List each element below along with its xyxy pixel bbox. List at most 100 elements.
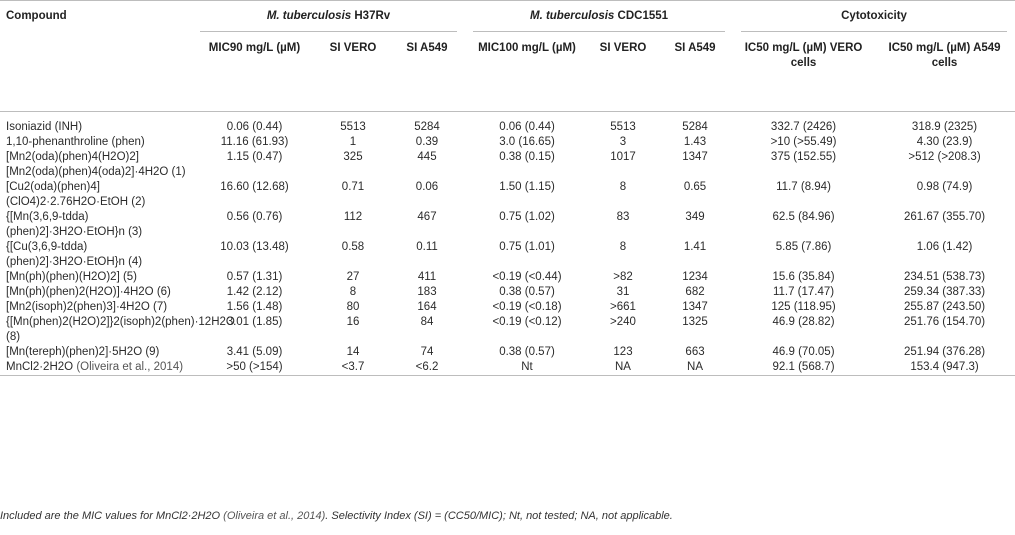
value-cell: 261.67 (355.70) <box>903 211 986 223</box>
value-cell: 10.03 (13.48) <box>220 241 289 253</box>
table-row: {[Mn(phen)2(H2O)2]}2(isoph)2(phen)·12H2O… <box>0 315 1015 345</box>
value-cell: 0.56 (0.76) <box>226 211 283 223</box>
value-cell: 11.7 (17.47) <box>772 286 835 298</box>
compound-cell: Isoniazid (INH) <box>0 112 192 136</box>
value-cell: 27 <box>346 271 360 283</box>
value-cell: Nt <box>465 360 589 376</box>
table-row: [Mn(tereph)(phen)2]·5H2O (9) 3.41 (5.09) 1… <box>0 345 1015 360</box>
value-cell: 8 <box>619 181 627 193</box>
value-cell: 0.38 (0.15) <box>499 151 555 163</box>
value-cell: <0.19 (<0.44) <box>492 271 562 283</box>
value-cell: 125 (118.95) <box>771 301 836 313</box>
value-cell: 5284 <box>682 121 708 133</box>
h37rv-strain: H37Rv <box>351 10 391 22</box>
compound-cell: [Mn(tereph)(phen)2]·5H2O (9) <box>0 345 192 360</box>
value-cell: 92.1 (568.7) <box>733 360 875 376</box>
value-cell: 1234 <box>682 271 708 283</box>
value-cell: 325 <box>343 151 363 163</box>
value-cell: 445 <box>417 151 437 163</box>
value-cell: 1325 <box>682 316 708 328</box>
value-cell: 0.06 (0.44) <box>226 121 283 133</box>
value-cell: <0.19 (<0.12) <box>492 316 562 328</box>
value-cell: 15.6 (35.84) <box>772 271 835 283</box>
value-cell: 467 <box>417 211 437 223</box>
subheader-8: IC50 mg/L (µM) A549 cells <box>874 39 1015 112</box>
compound-cell: {[Mn(3,6,9-tdda)(phen)2]·3H2O·EtOH}n (3) <box>0 210 192 240</box>
value-cell: 0.75 (1.02) <box>499 211 555 223</box>
subheader-4: MIC100 mg/L (µM) <box>465 39 589 112</box>
value-cell: 682 <box>685 286 705 298</box>
value-cell: 83 <box>616 211 630 223</box>
compound-name: [Cu2(oda)(phen)4](ClO4)2·2.76H2O·EtOH (2… <box>6 181 146 208</box>
h37rv-species: M. tuberculosis <box>266 10 352 22</box>
value-cell: >50 (>154) <box>192 360 317 376</box>
compound-header: Compound <box>0 0 192 39</box>
value-cell: 0.11 <box>416 241 438 253</box>
value-cell: 0.38 (0.57) <box>499 346 555 358</box>
compound-name: [Mn(ph)(phen)(H2O)2] (5) <box>6 271 138 283</box>
value-cell: <6.2 <box>389 360 465 376</box>
cytotoxicity-group-header: Cytotoxicity <box>733 0 1015 39</box>
value-cell: 663 <box>685 346 705 358</box>
value-cell: 1.15 (0.47) <box>226 151 283 163</box>
value-cell: 411 <box>417 271 437 283</box>
value-cell: <0.19 (<0.18) <box>492 301 562 313</box>
value-cell: 0.71 <box>341 181 365 193</box>
cdc1551-species: M. tuberculosis <box>529 10 615 22</box>
footnote-text: Included are the MIC values for MnCl2·2H… <box>0 510 224 522</box>
footnote-text-2: . Selectivity Index (SI) = (CC50/MIC); N… <box>325 510 673 522</box>
compound-name: [Mn2(isoph)2(phen)3]·4H2O (7) <box>6 301 168 313</box>
value-cell: 0.38 (0.57) <box>499 286 555 298</box>
value-cell: 0.06 <box>415 181 439 193</box>
table-row: [Mn2(oda)(phen)4(H2O)2][Mn2(oda)(phen)4(… <box>0 150 1015 180</box>
value-cell: 375 (152.55) <box>770 151 837 163</box>
compound-name: Isoniazid (INH) <box>6 121 83 133</box>
compound-cell: [Mn(ph)(phen)(H2O)2] (5) <box>0 270 192 285</box>
value-cell: 259.34 (387.33) <box>903 286 986 298</box>
table-row: 1,10-phenanthroline (phen) 11.16 (61.93) 1… <box>0 135 1015 150</box>
value-cell: 1 <box>349 136 357 148</box>
value-cell: 1.42 (2.12) <box>226 286 283 298</box>
table-row: [Mn2(isoph)2(phen)3]·4H2O (7) 1.56 (1.48)… <box>0 300 1015 315</box>
value-cell: >512 (>208.3) <box>908 151 981 163</box>
compound-name: {[Cu(3,6,9-tdda)(phen)2]·3H2O·EtOH}n (4) <box>6 241 143 268</box>
value-cell: 164 <box>417 301 437 313</box>
compound-cell: {[Cu(3,6,9-tdda)(phen)2]·3H2O·EtOH}n (4) <box>0 240 192 270</box>
value-cell: 5513 <box>610 121 636 133</box>
subheader-5: SI VERO <box>589 39 657 112</box>
value-cell: 251.76 (154.70) <box>903 316 986 328</box>
value-cell: 16.60 (12.68) <box>220 181 289 193</box>
cytotoxicity-label: Cytotoxicity <box>741 9 1008 32</box>
value-cell: 1.41 <box>683 241 707 253</box>
subheader-2: SI VERO <box>317 39 389 112</box>
value-cell: 46.9 (70.05) <box>772 346 835 358</box>
value-cell: 0.57 (1.31) <box>226 271 283 283</box>
compound-name: [Mn(tereph)(phen)2]·5H2O (9) <box>6 346 160 358</box>
value-cell: 31 <box>616 286 630 298</box>
value-cell: 5.85 (7.86) <box>775 241 832 253</box>
compound-cell: {[Mn(phen)2(H2O)2]}2(isoph)2(phen)·12H2O… <box>0 315 235 345</box>
value-cell: 234.51 (538.73) <box>903 271 986 283</box>
subheader-3: SI A549 <box>389 39 465 112</box>
value-cell: 16 <box>346 316 360 328</box>
value-cell: >10 (>55.49) <box>770 136 837 148</box>
table-row: {[Cu(3,6,9-tdda)(phen)2]·3H2O·EtOH}n (4)… <box>0 240 1015 270</box>
value-cell: 112 <box>343 211 363 223</box>
cdc1551-strain: CDC1551 <box>614 10 669 22</box>
value-cell: 3.01 (1.85) <box>226 316 283 328</box>
subheader-7: IC50 mg/L (µM) VERO cells <box>733 39 875 112</box>
value-cell: 1.43 <box>683 136 707 148</box>
value-cell: 0.06 (0.44) <box>499 121 555 133</box>
data-table: Compound M. tuberculosis H37Rv M. tuberc… <box>0 0 1015 376</box>
compound-subheader-blank <box>0 39 192 112</box>
value-cell: 0.75 (1.01) <box>499 241 555 253</box>
value-cell: 80 <box>346 301 360 313</box>
value-cell: 5284 <box>414 121 440 133</box>
value-cell: 1.06 (1.42) <box>916 241 973 253</box>
table-row: Isoniazid (INH) 0.06 (0.44) 5513 5284 0.06 (… <box>0 112 1015 136</box>
value-cell: 4.30 (23.9) <box>916 136 973 148</box>
value-cell: 3 <box>619 136 627 148</box>
compound-name: MnCl2·2H2O <box>6 361 74 373</box>
value-cell: 11.16 (61.93) <box>220 136 289 148</box>
subheader-6: SI A549 <box>657 39 734 112</box>
